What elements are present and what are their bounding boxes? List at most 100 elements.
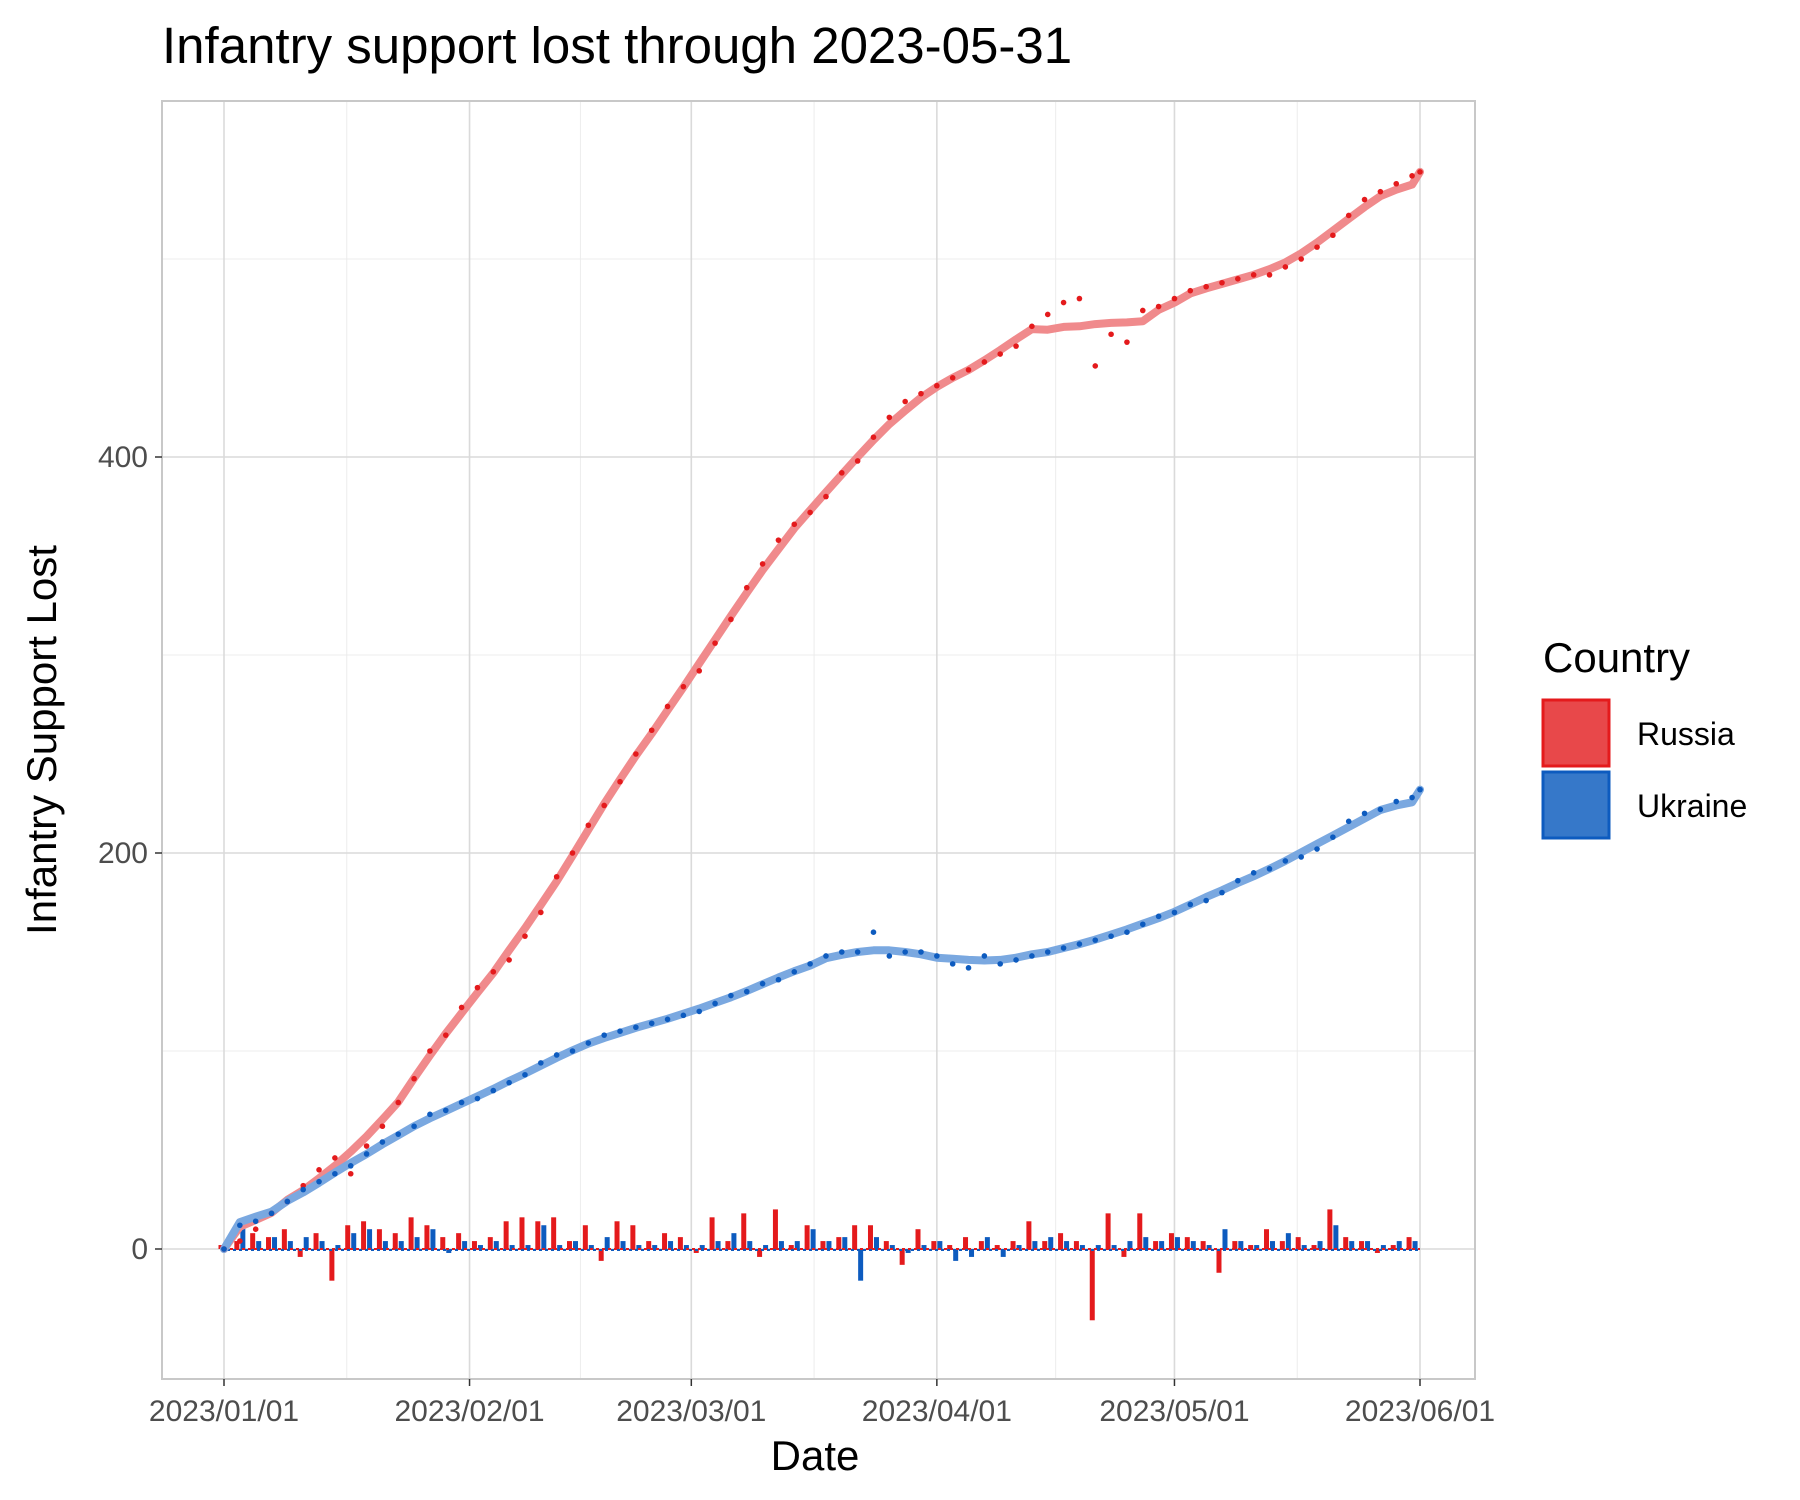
- bar-russia: [329, 1249, 335, 1281]
- point-russia: [1330, 232, 1336, 239]
- bar-ukraine: [873, 1237, 879, 1249]
- point-ukraine: [1250, 870, 1257, 876]
- point-ukraine: [522, 1071, 528, 1078]
- point-russia: [300, 1182, 307, 1189]
- point-ukraine: [1219, 889, 1225, 896]
- y-tick-label: 0: [131, 1233, 148, 1266]
- point-russia: [237, 1238, 243, 1244]
- point-russia: [601, 802, 607, 809]
- bar-russia: [836, 1237, 842, 1249]
- bar-russia: [1232, 1241, 1238, 1249]
- point-russia: [712, 640, 718, 646]
- point-ukraine: [538, 1060, 544, 1066]
- bar-ukraine: [588, 1245, 594, 1249]
- bar-russia: [376, 1229, 382, 1249]
- point-russia: [1314, 244, 1320, 250]
- bar-russia: [772, 1209, 778, 1249]
- bar-ukraine: [1412, 1241, 1418, 1249]
- bar-russia: [567, 1241, 573, 1249]
- point-ukraine: [1029, 953, 1035, 959]
- bar-russia: [1089, 1249, 1095, 1321]
- point-russia: [585, 822, 592, 829]
- point-ukraine: [617, 1028, 623, 1034]
- bar-russia: [1026, 1221, 1032, 1249]
- bar-russia: [266, 1237, 272, 1249]
- bar-russia: [1216, 1249, 1222, 1273]
- bar-ukraine: [1016, 1245, 1022, 1249]
- bar-russia: [931, 1241, 937, 1249]
- bar-russia: [994, 1245, 1000, 1249]
- point-russia: [553, 873, 560, 880]
- bar-russia: [899, 1249, 905, 1265]
- point-russia: [395, 1099, 402, 1106]
- bar-ukraine: [1048, 1237, 1054, 1249]
- point-ukraine: [1108, 933, 1114, 939]
- x-tick-label: 2023/03/01: [616, 1395, 766, 1428]
- bar-russia: [1248, 1245, 1254, 1249]
- point-russia: [538, 909, 544, 916]
- bar-ukraine: [351, 1233, 357, 1249]
- bar-ukraine: [969, 1249, 975, 1257]
- point-russia: [1298, 256, 1304, 262]
- bar-ukraine: [731, 1233, 737, 1249]
- bar-ukraine: [1365, 1241, 1371, 1249]
- x-axis-title: Date: [771, 1432, 860, 1479]
- point-ukraine: [1409, 794, 1415, 801]
- bar-ukraine: [937, 1241, 943, 1249]
- point-russia: [807, 509, 813, 516]
- point-ukraine: [902, 949, 908, 955]
- bar-ukraine: [303, 1237, 309, 1249]
- bar-ukraine: [240, 1225, 246, 1249]
- bar-russia: [725, 1241, 731, 1249]
- point-russia: [363, 1143, 370, 1149]
- point-russia: [458, 1004, 465, 1011]
- point-russia: [997, 351, 1004, 357]
- point-ukraine: [1417, 786, 1423, 793]
- bar-russia: [1153, 1241, 1159, 1249]
- point-ukraine: [775, 976, 782, 983]
- point-ukraine: [221, 1246, 227, 1252]
- bar-ukraine: [1127, 1241, 1133, 1249]
- point-russia: [442, 1032, 449, 1038]
- bar-ukraine: [335, 1245, 341, 1249]
- bar-ukraine: [1285, 1233, 1291, 1249]
- point-russia: [316, 1167, 322, 1173]
- points-ukraine: [221, 786, 1423, 1252]
- bar-ukraine: [778, 1241, 784, 1249]
- point-ukraine: [1235, 877, 1241, 884]
- bar-russia: [677, 1237, 683, 1249]
- point-russia: [949, 375, 956, 381]
- bar-ukraine: [1190, 1241, 1196, 1249]
- point-russia: [934, 382, 940, 389]
- bar-russia: [1137, 1213, 1143, 1249]
- bar-russia: [1058, 1233, 1064, 1249]
- point-ukraine: [284, 1198, 291, 1205]
- point-russia: [1060, 299, 1067, 306]
- point-ukraine: [395, 1131, 402, 1137]
- bar-russia: [1374, 1249, 1380, 1253]
- bar-russia: [281, 1229, 287, 1249]
- point-ukraine: [1155, 913, 1162, 920]
- bar-ukraine: [1270, 1241, 1276, 1249]
- point-ukraine: [680, 1012, 687, 1019]
- point-ukraine: [633, 1024, 639, 1031]
- point-ukraine: [1298, 854, 1304, 860]
- point-ukraine: [870, 929, 877, 935]
- bar-russia: [234, 1241, 240, 1249]
- point-ukraine: [886, 953, 893, 959]
- bar-russia: [1406, 1237, 1412, 1249]
- bar-ukraine: [826, 1241, 832, 1249]
- point-russia: [981, 359, 988, 365]
- point-ukraine: [1377, 806, 1384, 813]
- point-russia: [728, 616, 734, 623]
- bar-russia: [804, 1225, 810, 1249]
- bar-ukraine: [1317, 1241, 1323, 1249]
- bar-russia: [709, 1217, 715, 1249]
- bar-ukraine: [1095, 1245, 1101, 1249]
- plot-area: 0 200 400 2023/01/01 2023/02/01 2023/03/01 202…: [98, 100, 1495, 1428]
- point-russia: [1417, 169, 1423, 175]
- bar-ukraine: [620, 1241, 626, 1249]
- point-russia: [854, 458, 861, 464]
- y-tick-label: 400: [98, 441, 148, 474]
- point-ukraine: [427, 1111, 433, 1118]
